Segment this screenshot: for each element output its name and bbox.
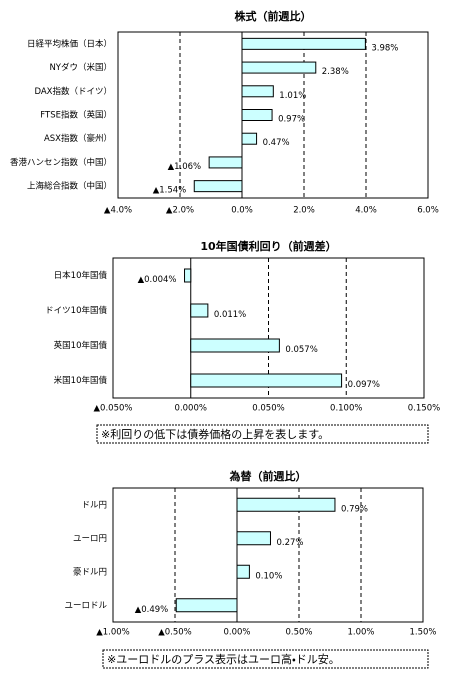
- category-label: 豪ドル円: [73, 566, 107, 577]
- x-tick-label: 2.0%: [293, 206, 315, 216]
- bar: [208, 156, 243, 169]
- category-label: 日本10年国債: [54, 270, 108, 281]
- category-label: ユーロ円: [73, 534, 107, 544]
- chart-title: 10年国債利回り（前週差）: [200, 239, 336, 253]
- x-tick-label: ▲2.0%: [166, 206, 194, 216]
- value-label: ▲0.49%: [135, 605, 169, 615]
- x-tick-label: 0.00%: [223, 628, 250, 638]
- note-text: ※利回りの低下は債券価格の上昇を表します。: [101, 427, 329, 441]
- value-label: 3.98%: [371, 43, 398, 53]
- value-label: 0.27%: [276, 538, 303, 548]
- x-tick-label: 1.00%: [347, 628, 374, 638]
- value-label: ▲1.54%: [153, 186, 187, 196]
- plot-frame: [117, 31, 429, 199]
- value-label: 0.47%: [263, 138, 290, 148]
- value-label: ▲1.06%: [168, 162, 202, 172]
- x-tick-label: 0.100%: [330, 404, 362, 414]
- bar: [190, 303, 209, 318]
- value-label: 0.097%: [348, 380, 380, 390]
- category-label: ドイツ10年国債: [45, 305, 107, 316]
- x-tick-label: ▲0.050%: [94, 404, 133, 414]
- category-label: 上海総合指数（中国）: [27, 181, 112, 192]
- bar: [193, 180, 243, 193]
- category-label: 日経平均株価（日本）: [27, 38, 112, 49]
- note-text: ※ユーロドルのプラス表示はユーロ高・ドル安。: [107, 652, 340, 666]
- x-tick-label: 0.000%: [175, 404, 207, 414]
- x-tick-label: 4.0%: [355, 206, 377, 216]
- bar: [184, 268, 192, 283]
- chart-title: 株式（前週比）: [235, 9, 312, 23]
- value-label: ▲0.004%: [138, 275, 177, 285]
- x-tick-label: 1.50%: [409, 628, 436, 638]
- category-label: ユーロドル: [64, 601, 107, 611]
- value-label: 1.01%: [279, 91, 306, 101]
- category-label: NYダウ（米国）: [49, 62, 112, 73]
- category-label: 米国10年国債: [54, 375, 108, 386]
- bar: [241, 61, 317, 74]
- bar: [236, 531, 271, 546]
- category-label: FTSE指数（英国）: [40, 110, 112, 121]
- value-label: 0.011%: [214, 310, 246, 320]
- x-tick-label: 6.0%: [417, 206, 439, 216]
- value-label: 0.10%: [255, 571, 282, 581]
- bar: [190, 338, 280, 353]
- x-tick-label: 0.150%: [408, 404, 440, 414]
- plot-frame: [112, 487, 424, 623]
- bar: [236, 497, 336, 512]
- x-tick-label: ▲1.00%: [96, 628, 130, 638]
- bar: [241, 132, 258, 145]
- x-tick-label: ▲4.0%: [104, 206, 132, 216]
- category-label: 英国10年国債: [54, 340, 108, 351]
- bar: [236, 564, 250, 579]
- value-label: 0.057%: [285, 345, 317, 355]
- x-tick-label: 0.050%: [252, 404, 284, 414]
- bar: [241, 85, 274, 98]
- x-tick-label: 0.0%: [231, 206, 253, 216]
- category-label: 香港ハンセン指数（中国）: [10, 157, 112, 168]
- x-tick-label: 0.50%: [285, 628, 312, 638]
- note-box: [96, 424, 429, 444]
- category-label: DAX指数（ドイツ）: [34, 86, 112, 97]
- x-tick-label: ▲0.50%: [158, 628, 192, 638]
- chart-title: 為替（前週比）: [230, 469, 307, 483]
- note-box: [102, 649, 429, 669]
- value-label: 0.97%: [278, 115, 305, 125]
- bar: [241, 37, 366, 50]
- category-label: ASX指数（豪州）: [44, 133, 112, 144]
- value-label: 0.79%: [341, 504, 368, 514]
- bar: [175, 598, 238, 613]
- category-label: ドル円: [81, 500, 107, 510]
- bar: [241, 109, 273, 121]
- value-label: 2.38%: [322, 67, 349, 77]
- bar: [190, 373, 343, 388]
